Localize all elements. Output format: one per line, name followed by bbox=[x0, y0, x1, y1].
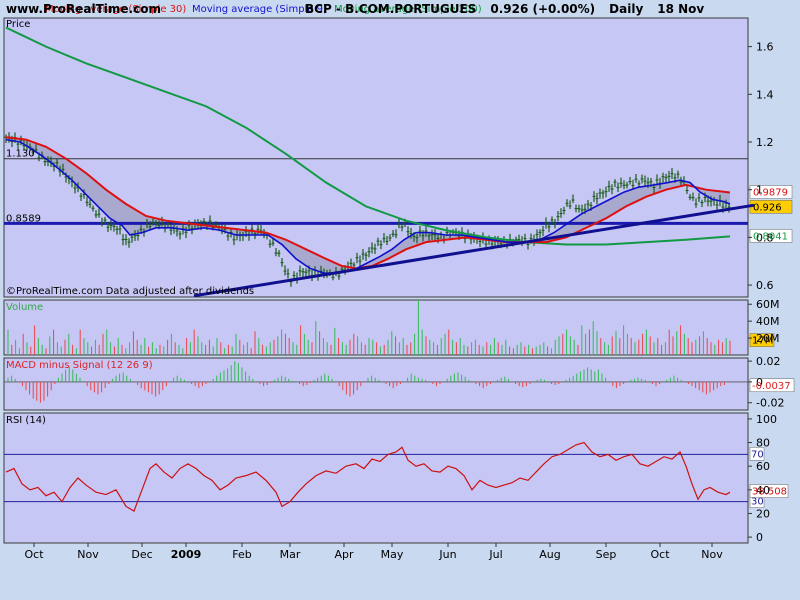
macd-y-tick-label: 0.02 bbox=[756, 355, 781, 368]
macd-y-tick-label: 0 bbox=[756, 376, 763, 389]
price-y-tick-label: 1.6 bbox=[756, 41, 774, 54]
rsi-title: RSI (14) bbox=[6, 415, 46, 426]
x-axis-tick-label: Apr bbox=[334, 548, 354, 561]
symbol-label: BCP - B.COM.PORTUGUES bbox=[305, 2, 477, 16]
volume-y-tick-label: 20M bbox=[756, 332, 780, 345]
price-y-tick-label: 1 bbox=[756, 184, 763, 197]
macd-y-tick-label: -0.02 bbox=[756, 397, 784, 410]
trendline bbox=[193, 203, 755, 298]
panel-vol bbox=[3, 299, 749, 356]
price-y-tick-label: 0.6 bbox=[756, 279, 774, 292]
price-panel-title: Price bbox=[6, 19, 30, 30]
x-axis-tick-label: Nov bbox=[701, 548, 723, 561]
data-footnote: ©ProRealTime.com Data adjusted after div… bbox=[6, 286, 254, 297]
rsi-level-label: 70 bbox=[751, 449, 764, 460]
panel-price bbox=[3, 17, 749, 298]
rsi-y-tick-label: 0 bbox=[756, 531, 763, 544]
panel-rsi bbox=[3, 412, 749, 544]
rsi-y-tick-label: 80 bbox=[756, 437, 770, 450]
value-label: 0.926 bbox=[753, 202, 782, 213]
sma9-line bbox=[5, 138, 731, 274]
volume-title: Volume bbox=[6, 302, 43, 313]
x-axis-tick-label: Aug bbox=[539, 548, 560, 561]
rsi-y-tick-label: 20 bbox=[756, 507, 770, 520]
rsi-line bbox=[5, 441, 731, 512]
x-axis-tick-label: Oct bbox=[650, 548, 670, 561]
period-label: Daily bbox=[609, 2, 644, 16]
legend-entry: Moving average (Simple 200) bbox=[334, 4, 482, 15]
macd-last-box bbox=[749, 378, 795, 393]
rsi-y-tick-label: 60 bbox=[756, 460, 770, 473]
value-label-box bbox=[749, 185, 793, 199]
x-axis-tick-label: Jul bbox=[488, 548, 502, 561]
x-axis-tick-label: Sep bbox=[596, 548, 617, 561]
legend-entry: Moving average (Simple 30) bbox=[45, 4, 186, 15]
x-axis-tick-label: Oct bbox=[24, 548, 44, 561]
rsi-last-label: 38.508 bbox=[752, 487, 787, 498]
price-y-tick-label: 1.2 bbox=[756, 136, 774, 149]
rsi-y-tick-label: 40 bbox=[756, 484, 770, 497]
rsi-y-tick-label: 100 bbox=[756, 413, 777, 426]
quote-label: 0.926 (+0.00%) bbox=[490, 2, 596, 16]
sma200-line bbox=[5, 26, 731, 246]
date-label: 18 Nov bbox=[657, 2, 705, 16]
x-axis-tick-label: Mar bbox=[280, 548, 301, 561]
macd-title: MACD minus Signal (12 26 9) bbox=[6, 360, 153, 371]
volume-y-tick-label: 40M bbox=[756, 315, 780, 328]
macd-last-label: -0.0037 bbox=[752, 381, 791, 392]
x-axis-tick-label: Jun bbox=[438, 548, 456, 561]
x-axis-tick-label: Nov bbox=[77, 548, 99, 561]
rsi-last-box bbox=[749, 484, 789, 498]
legend-entry: Moving average (Simple 9) bbox=[192, 4, 327, 15]
site-label[interactable]: www.ProRealTime.com bbox=[6, 2, 161, 16]
x-axis-tick-label: 2009 bbox=[171, 548, 202, 561]
volume-last-box bbox=[749, 333, 775, 347]
x-axis-tick-label: May bbox=[381, 548, 404, 561]
volume-last-label: 17M bbox=[752, 336, 773, 347]
x-axis-tick-label: Feb bbox=[232, 548, 251, 561]
rsi-level-box bbox=[749, 447, 765, 461]
horizontal-line-label: 1.130 bbox=[6, 149, 35, 160]
price-y-tick-label: 0.8 bbox=[756, 231, 774, 244]
value-label-box bbox=[749, 229, 793, 243]
rsi-level-label: 30 bbox=[751, 497, 764, 508]
value-label: 0.9879 bbox=[753, 188, 788, 199]
price-y-tick-label: 1.4 bbox=[756, 88, 774, 101]
volume-y-tick-label: 60M bbox=[756, 298, 780, 311]
x-axis-tick-label: Dec bbox=[131, 548, 152, 561]
horizontal-line-label: 0.8589 bbox=[6, 213, 41, 224]
value-label: 0.8041 bbox=[753, 231, 788, 242]
chart-title: BCP - B.COM.PORTUGUES 0.926 (+0.00%) Daily… bbox=[305, 2, 718, 16]
